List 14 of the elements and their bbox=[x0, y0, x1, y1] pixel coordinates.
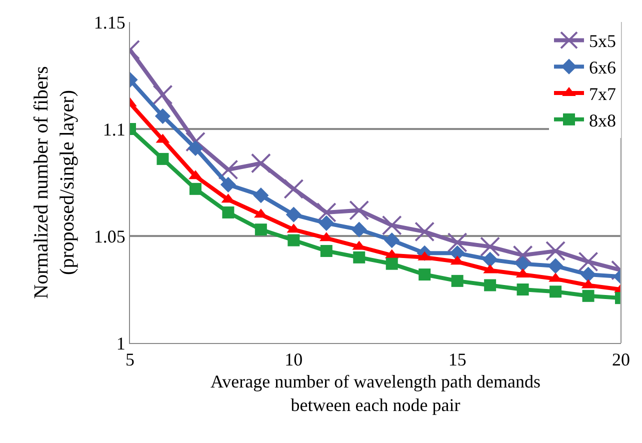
y-tick-label: 1.05 bbox=[94, 226, 126, 246]
legend-label: 7x7 bbox=[589, 84, 616, 104]
y-axis-title: Normalized number of fibers (proposed/single layer) bbox=[30, 66, 78, 299]
y-tick-label: 1 bbox=[116, 333, 126, 354]
x-tick-label: 20 bbox=[612, 350, 630, 370]
x-tick-label: 15 bbox=[448, 350, 466, 370]
legend-label: 8x8 bbox=[589, 110, 616, 130]
x-tick-label: 10 bbox=[284, 350, 303, 370]
x-tick-label: 5 bbox=[126, 350, 134, 370]
x-axis-title: Average number of wavelength path demands between each node pair bbox=[210, 372, 541, 416]
y-tick-label: 1.15 bbox=[94, 12, 126, 32]
legend-label: 6x6 bbox=[589, 58, 616, 78]
legend-label: 5x5 bbox=[589, 31, 616, 52]
y-tick-label: 1.1 bbox=[102, 119, 126, 140]
